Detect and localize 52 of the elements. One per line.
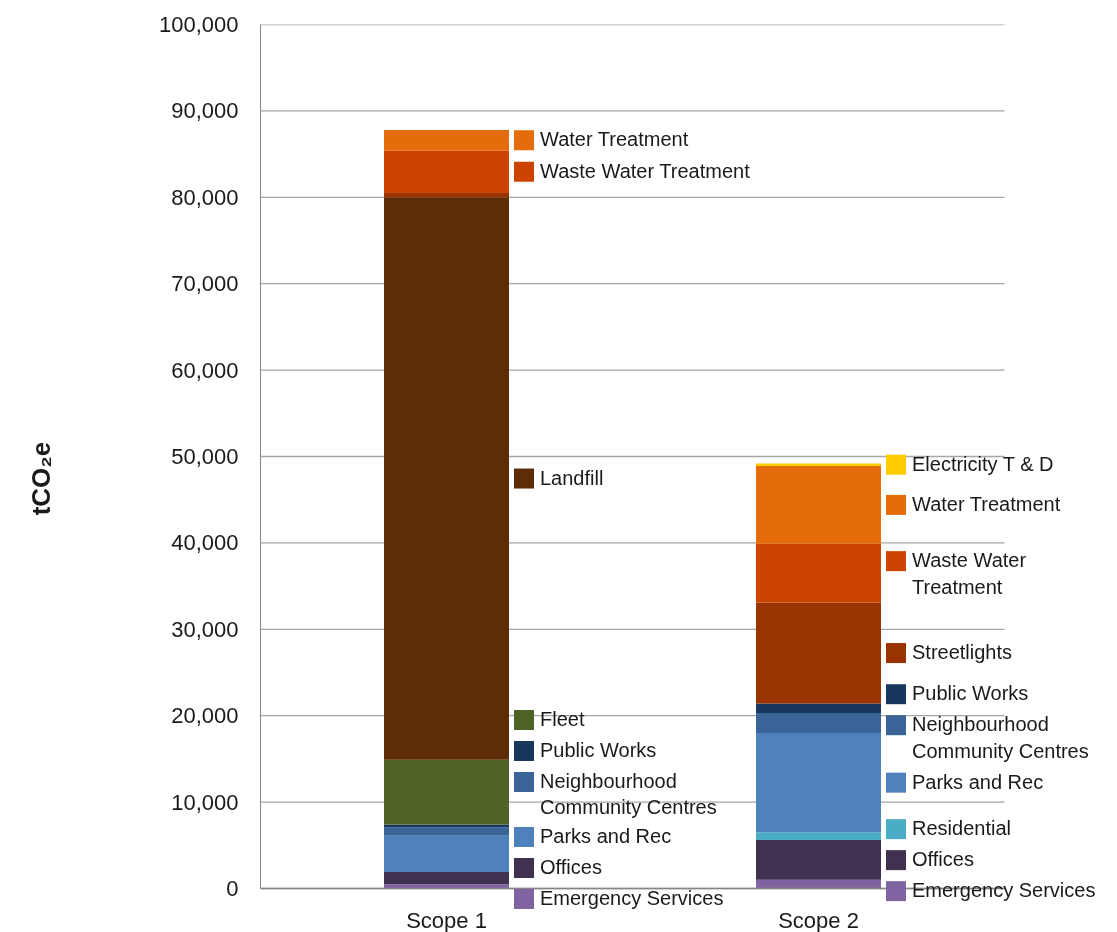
text: Offices [912,848,974,871]
y-tick-label: 40,000 [171,530,239,556]
text: Parks and Rec [912,770,1044,793]
bar [384,759,509,825]
bar [756,879,881,889]
legend-label: Waste Water Treatment [912,549,1027,598]
bar [756,832,881,841]
legend-label: Neighbourhood Community Centres [540,770,717,819]
y-tick-label: 0 [226,876,239,901]
legend-label: Parks and Rec [540,825,672,847]
legend-label: Electricity T & D [912,452,1054,475]
bar [756,840,881,880]
y-tick-label: 70,000 [171,271,239,297]
y-tick-label: 10,000 [171,789,239,815]
bar [384,150,509,193]
bar [384,192,509,198]
text: Neighbourhood Community Centres [912,713,1089,762]
bar [756,602,881,704]
bar [756,713,881,733]
legend-label: Water Treatment [540,128,689,151]
legend-label: Emergency Services [540,887,724,909]
bar [756,732,881,833]
bar [756,466,881,544]
bar [384,827,509,836]
y-tick-label: 80,000 [171,184,239,210]
bar [384,872,509,885]
x-tick-label: Scope 1 [406,908,487,932]
legend-label: Fleet [540,708,585,730]
text: Public Works [912,682,1029,705]
y-tick-label: 30,000 [171,616,239,642]
y-tick-label: 100,000 [158,12,239,37]
bar [384,129,509,151]
y-tick-label: 60,000 [171,357,239,383]
y-tick-label: 50,000 [171,444,239,469]
bar [384,197,509,760]
bar [384,835,509,873]
x-tick-label: Scope 2 [778,908,859,932]
y-tick-label: 20,000 [171,703,239,729]
legend-label: Residential [912,817,1011,840]
y-tick-label: 90,000 [171,98,239,124]
bar [756,543,881,603]
legend-label: Landfill [540,466,604,489]
bar [756,463,881,466]
bar [384,884,509,889]
y-axis-title: tCO₂e [25,441,56,516]
bar [756,703,881,714]
text: Emergency Services [912,879,1096,902]
legend-label: Public Works [540,739,657,761]
text: Waste Water Treatment [540,159,750,182]
legend-label: Streetlights [912,641,1013,664]
text: Water Treatment [912,492,1061,515]
legend-label: Offices [540,856,602,878]
